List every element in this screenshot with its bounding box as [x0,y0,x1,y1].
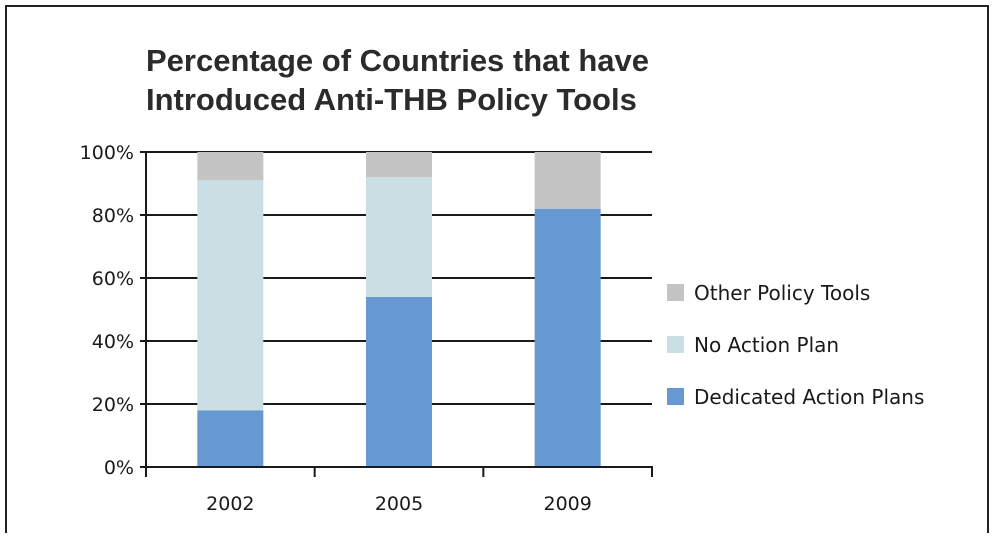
bar-segment-other-policy-tools-2005 [366,152,432,178]
y-tick-label: 80% [92,205,134,227]
legend-swatch-other-policy-tools [667,284,684,301]
x-tick-label: 2005 [375,493,423,515]
bar-segment-other-policy-tools-2009 [534,152,601,209]
legend-label-dedicated-action-plans: Dedicated Action Plans [694,385,924,409]
tick-labels: 0% 20% 40% 60% 80% 100% 2002 2005 2009 [80,142,592,515]
chart-title-line-1: Percentage of Countries that have [146,43,650,78]
legend-label-no-action-plan: No Action Plan [694,333,839,357]
bar-segment-dedicated-action-plans-2005 [366,296,432,467]
bar-segment-other-policy-tools-2002 [197,152,264,181]
legend-swatch-dedicated-action-plans [667,388,684,405]
bars [197,152,601,467]
axes [140,152,653,477]
chart-frame [5,5,989,533]
bar-segment-dedicated-action-plans-2009 [534,208,601,467]
legend: Other Policy Tools No Action Plan Dedicate… [667,281,924,409]
legend-swatch-no-action-plan [667,336,684,353]
bar-segment-no-action-plan-2005 [366,177,432,297]
legend-label-other-policy-tools: Other Policy Tools [694,281,870,305]
y-tick-label: 0% [104,457,134,479]
chart-title-line-2: Introduced Anti-THB Policy Tools [146,82,637,117]
x-tick-label: 2009 [543,493,591,515]
y-tick-label: 100% [80,142,134,164]
bar-segment-no-action-plan-2002 [197,180,264,411]
y-tick-label: 40% [92,331,134,353]
bar-segment-dedicated-action-plans-2002 [197,410,264,467]
x-tick-label: 2002 [206,493,254,515]
y-tick-label: 20% [92,394,134,416]
y-tick-label: 60% [92,268,134,290]
chart-title: Percentage of Countries that have Introd… [146,41,846,119]
